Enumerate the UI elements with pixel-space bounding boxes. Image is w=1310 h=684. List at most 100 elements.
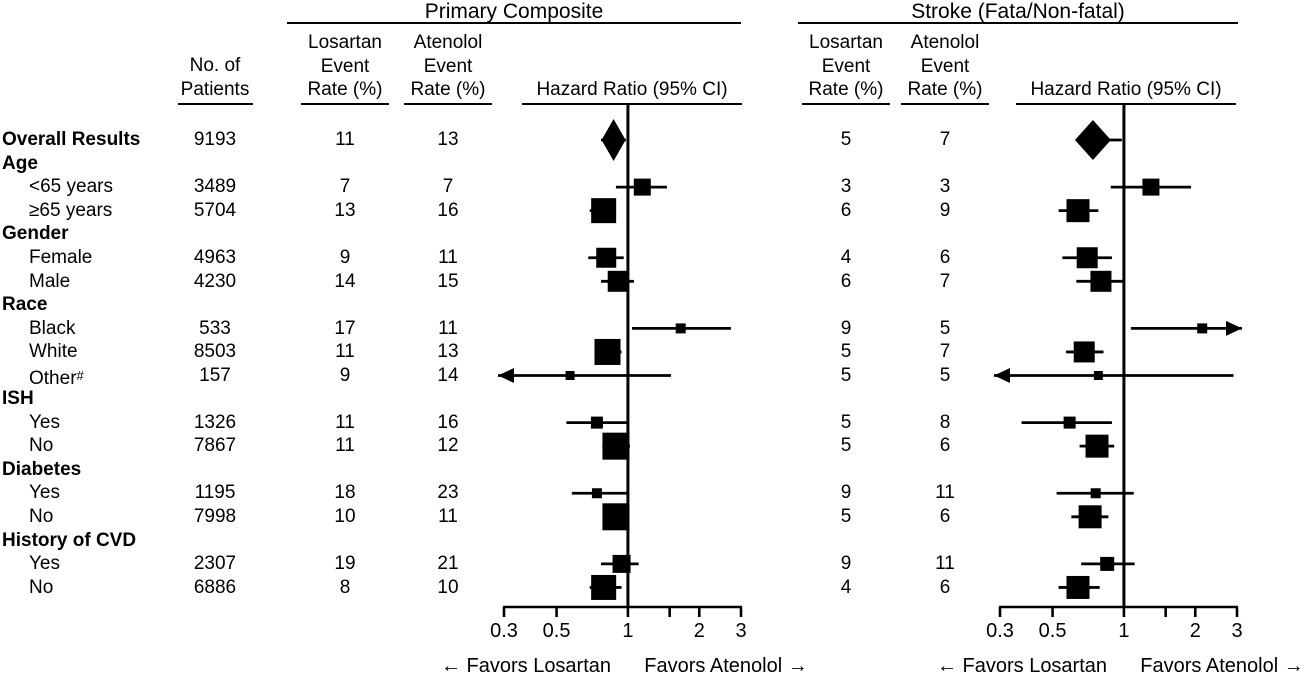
panel2-title: Stroke (Fata/Non-fatal) — [911, 0, 1125, 23]
hr-square-marker — [1066, 199, 1090, 223]
hr-square-marker — [1093, 371, 1103, 380]
st-atenolol-rate-value: 8 — [939, 412, 951, 433]
row-label: Race — [2, 294, 48, 315]
pc-atenolol-rate-value: 13 — [437, 341, 459, 362]
pc-losartan-rate-value: 10 — [334, 506, 356, 527]
hr-square-marker — [591, 488, 602, 499]
row-label: Gender — [2, 223, 69, 244]
st-atenolol-rate-value: 6 — [939, 577, 951, 598]
st-atenolol-rate-value: 7 — [939, 129, 951, 150]
col-header-line: Event — [423, 55, 473, 77]
st-losartan-rate-value: 5 — [840, 412, 852, 433]
axis-tick-label: 0.3 — [986, 620, 1014, 642]
pc-atenolol-rate-value: 12 — [437, 435, 459, 456]
hr-square-marker — [1090, 270, 1112, 292]
row-label: Yes — [29, 553, 60, 574]
st-losartan-rate-value: 4 — [840, 247, 852, 268]
hr-square-marker — [1078, 505, 1102, 529]
st-losartan-rate-value: 6 — [840, 200, 852, 221]
n-patients-value: 8503 — [193, 341, 237, 362]
n-patients-value: 4963 — [193, 247, 237, 268]
patients-col-header: No. of Patients — [165, 54, 265, 101]
st-favors-losartan-label: ← Favors Losartan — [936, 655, 1108, 677]
pc-losartan-rate-value: 11 — [335, 435, 355, 456]
hr-square-marker — [675, 323, 686, 334]
n-patients-value: 7867 — [193, 435, 237, 456]
hr-square-marker — [1100, 556, 1115, 571]
panel1-title-underline — [287, 22, 741, 24]
hr-square-marker — [602, 432, 630, 460]
st-losartan-col-underline — [802, 103, 890, 105]
st-atenolol-col-underline — [901, 103, 989, 105]
pc-atenolol-rate-value: 11 — [438, 318, 458, 339]
pc-losartan-rate-value: 7 — [339, 176, 351, 197]
n-patients-value: 4230 — [193, 271, 237, 292]
st-losartan-col-header: Losartan Event Rate (%) — [796, 31, 896, 102]
hr-square-marker — [1063, 416, 1076, 429]
pc-hazard-ratio-col-header: Hazard Ratio (95% CI) — [536, 79, 728, 100]
axis-tick-label: 1 — [622, 620, 634, 642]
st-atenolol-rate-value: 5 — [939, 318, 951, 339]
pc-atenolol-rate-value: 11 — [438, 247, 458, 268]
hr-square-marker — [1197, 323, 1208, 334]
row-label: History of CVD — [2, 530, 137, 551]
col-header-line: Atenolol — [910, 32, 980, 53]
pc-favors-atenolol-label: Favors Atenolol → — [644, 655, 808, 677]
n-patients-value: 6886 — [193, 577, 237, 598]
row-label: Black — [29, 318, 76, 339]
pc-losartan-rate-value: 13 — [334, 200, 356, 221]
st-losartan-rate-value: 6 — [840, 271, 852, 292]
axis-tick-label: 0.3 — [490, 620, 518, 642]
axis-tick-label: 0.5 — [542, 620, 571, 642]
st-losartan-rate-value: 9 — [840, 482, 852, 503]
pc-atenolol-rate-value: 13 — [437, 129, 459, 150]
col-header-line: Rate (%) — [907, 79, 983, 100]
pc-losartan-rate-value: 17 — [334, 318, 356, 339]
patients-col-underline — [178, 103, 253, 105]
footnote-marker: # — [76, 368, 84, 383]
hr-square-marker — [591, 198, 617, 224]
hr-square-marker — [1142, 178, 1160, 196]
overall-diamond-marker — [601, 119, 626, 161]
row-label: Age — [2, 153, 38, 174]
row-label: ≥65 years — [29, 200, 113, 221]
pc-atenolol-col-header: Atenolol Event Rate (%) — [398, 31, 498, 102]
pc-atenolol-rate-value: 15 — [437, 271, 459, 292]
st-atenolol-rate-value: 6 — [939, 506, 951, 527]
st-atenolol-rate-value: 9 — [939, 200, 951, 221]
pc-losartan-rate-value: 14 — [334, 271, 356, 292]
axis-tick-label: 0.5 — [1038, 620, 1067, 642]
n-patients-value: 3489 — [193, 176, 237, 197]
row-label: Overall Results — [2, 129, 141, 150]
row-label: <65 years — [29, 176, 113, 197]
axis-tick-label: 2 — [693, 620, 705, 642]
hr-square-marker — [590, 416, 603, 429]
pc-atenolol-rate-value: 16 — [437, 200, 459, 221]
pc-favors-losartan-label: ← Favors Losartan — [440, 655, 612, 677]
axis-tick-label: 3 — [1231, 620, 1243, 642]
n-patients-value: 9193 — [193, 129, 237, 150]
row-label: Diabetes — [2, 459, 82, 480]
pc-atenolol-rate-value: 10 — [437, 577, 459, 598]
hr-square-marker — [565, 371, 575, 380]
panel1-title: Primary Composite — [424, 0, 604, 23]
st-losartan-rate-value: 3 — [840, 176, 852, 197]
pc-hazard-ratio-underline — [522, 103, 742, 105]
pc-atenolol-rate-value: 16 — [437, 412, 459, 433]
st-atenolol-rate-value: 7 — [939, 271, 951, 292]
col-header-line: Event — [320, 55, 370, 77]
st-losartan-rate-value: 5 — [840, 341, 852, 362]
hr-square-marker — [594, 338, 621, 365]
row-label: Other# — [29, 368, 84, 389]
n-patients-value: 1326 — [193, 412, 237, 433]
hr-square-marker — [1076, 247, 1098, 269]
pc-losartan-rate-value: 9 — [339, 247, 351, 268]
st-losartan-rate-value: 5 — [840, 129, 852, 150]
pc-atenolol-col-underline — [404, 103, 492, 105]
axis-tick-label: 1 — [1118, 620, 1130, 642]
hr-square-marker — [607, 270, 629, 292]
pc-losartan-rate-value: 11 — [335, 341, 355, 362]
st-losartan-rate-value: 5 — [840, 365, 852, 386]
st-favors-atenolol-label: Favors Atenolol → — [1140, 655, 1304, 677]
n-patients-value: 1195 — [194, 482, 236, 503]
